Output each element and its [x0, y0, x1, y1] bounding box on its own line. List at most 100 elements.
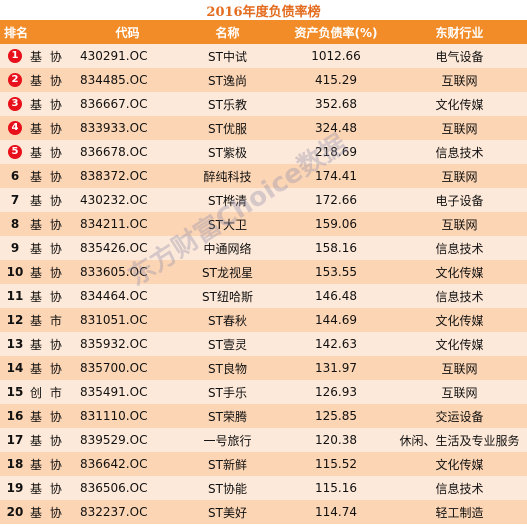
- industry-cell: 互联网: [392, 356, 527, 380]
- rank-cell: 6: [0, 164, 30, 188]
- board-cell: 基 协: [30, 140, 80, 164]
- board-cell: 基 协: [30, 404, 80, 428]
- industry-cell: 文化传媒: [392, 452, 527, 476]
- rank-medal-icon: 3: [8, 97, 22, 112]
- name-cell: ST新鲜: [175, 452, 280, 476]
- rank-cell: 3: [0, 92, 30, 116]
- name-cell: ST壹灵: [175, 332, 280, 356]
- ratio-cell: 115.52: [280, 452, 392, 476]
- rank-cell: 16: [0, 404, 30, 428]
- ratio-cell: 125.85: [280, 404, 392, 428]
- table-row: 16 基 协 831110.OC ST荣腾 125.85 交运设备: [0, 404, 527, 428]
- rank-cell: 15: [0, 380, 30, 404]
- ratio-cell: 415.29: [280, 68, 392, 92]
- board-cell: 基 协: [30, 260, 80, 284]
- table-row: 2 基 协 834485.OC ST逸尚 415.29 互联网: [0, 68, 527, 92]
- rank-cell: 18: [0, 452, 30, 476]
- code-cell: 833933.OC: [80, 116, 175, 140]
- table-row: 13 基 协 835932.OC ST壹灵 142.63 文化传媒: [0, 332, 527, 356]
- industry-cell: 文化传媒: [392, 92, 527, 116]
- rank-cell: 19: [0, 476, 30, 500]
- ratio-cell: 352.68: [280, 92, 392, 116]
- ratio-cell: 126.93: [280, 380, 392, 404]
- code-cell: 838372.OC: [80, 164, 175, 188]
- ratio-cell: 153.55: [280, 260, 392, 284]
- table-row: 3 基 协 836667.OC ST乐教 352.68 文化传媒: [0, 92, 527, 116]
- industry-cell: 文化传媒: [392, 332, 527, 356]
- code-cell: 835700.OC: [80, 356, 175, 380]
- ratio-cell: 115.16: [280, 476, 392, 500]
- rank-cell: 17: [0, 428, 30, 452]
- board-cell: 基 协: [30, 44, 80, 68]
- industry-cell: 休闲、生活及专业服务: [392, 428, 527, 452]
- board-cell: 基 协: [30, 452, 80, 476]
- industry-cell: 互联网: [392, 116, 527, 140]
- table-title-row: 2016年度负债率榜: [0, 0, 527, 20]
- code-cell: 834211.OC: [80, 212, 175, 236]
- industry-cell: 信息技术: [392, 284, 527, 308]
- rank-cell: 2: [0, 68, 30, 92]
- board-cell: 基 市: [30, 308, 80, 332]
- ratio-cell: 142.63: [280, 332, 392, 356]
- table-row: 20 基 协 832237.OC ST美好 114.74 轻工制造: [0, 500, 527, 524]
- industry-cell: 互联网: [392, 212, 527, 236]
- ratio-cell: 146.48: [280, 284, 392, 308]
- code-cell: 835491.OC: [80, 380, 175, 404]
- board-cell: 基 协: [30, 68, 80, 92]
- rank-cell: 10: [0, 260, 30, 284]
- name-cell: ST优服: [175, 116, 280, 140]
- table-row: 15 创 市 835491.OC ST手乐 126.93 互联网: [0, 380, 527, 404]
- name-cell: ST协能: [175, 476, 280, 500]
- rank-cell: 13: [0, 332, 30, 356]
- rank-cell: 7: [0, 188, 30, 212]
- ratio-cell: 131.97: [280, 356, 392, 380]
- board-cell: 基 协: [30, 428, 80, 452]
- code-cell: 836678.OC: [80, 140, 175, 164]
- table-row: 19 基 协 836506.OC ST协能 115.16 信息技术: [0, 476, 527, 500]
- name-cell: ST逸尚: [175, 68, 280, 92]
- table-row: 1 基 协 430291.OC ST中试 1012.66 电气设备: [0, 44, 527, 68]
- code-cell: 839529.OC: [80, 428, 175, 452]
- board-cell: 基 协: [30, 356, 80, 380]
- name-cell: ST美好: [175, 500, 280, 524]
- board-cell: 基 协: [30, 284, 80, 308]
- industry-cell: 轻工制造: [392, 500, 527, 524]
- name-cell: ST纽哈斯: [175, 284, 280, 308]
- code-cell: 836506.OC: [80, 476, 175, 500]
- name-cell: ST紫极: [175, 140, 280, 164]
- board-cell: 基 协: [30, 212, 80, 236]
- table-title: 2016年度负债率榜: [0, 0, 527, 20]
- rank-medal-icon: 5: [8, 145, 22, 160]
- industry-cell: 互联网: [392, 164, 527, 188]
- name-cell: ST良物: [175, 356, 280, 380]
- name-cell: 中通网络: [175, 236, 280, 260]
- industry-cell: 信息技术: [392, 476, 527, 500]
- name-cell: ST大卫: [175, 212, 280, 236]
- code-cell: 836642.OC: [80, 452, 175, 476]
- ratio-cell: 120.38: [280, 428, 392, 452]
- name-cell: ST龙视星: [175, 260, 280, 284]
- table-row: 18 基 协 836642.OC ST新鲜 115.52 文化传媒: [0, 452, 527, 476]
- header-industry: 东财行业: [392, 20, 527, 44]
- ratio-cell: 114.74: [280, 500, 392, 524]
- table-row: 4 基 协 833933.OC ST优服 324.48 互联网: [0, 116, 527, 140]
- name-cell: ST手乐: [175, 380, 280, 404]
- rank-cell: 20: [0, 500, 30, 524]
- rank-cell: 14: [0, 356, 30, 380]
- table-header-row: 排名 代码 名称 资产负债率(%) 东财行业: [0, 20, 527, 44]
- table-row: 14 基 协 835700.OC ST良物 131.97 互联网: [0, 356, 527, 380]
- rank-cell: 4: [0, 116, 30, 140]
- rank-cell: 12: [0, 308, 30, 332]
- ratio-cell: 144.69: [280, 308, 392, 332]
- table-row: 11 基 协 834464.OC ST纽哈斯 146.48 信息技术: [0, 284, 527, 308]
- board-cell: 基 协: [30, 332, 80, 356]
- code-cell: 430291.OC: [80, 44, 175, 68]
- rank-cell: 5: [0, 140, 30, 164]
- ratio-cell: 1012.66: [280, 44, 392, 68]
- ratio-cell: 218.69: [280, 140, 392, 164]
- board-cell: 基 协: [30, 116, 80, 140]
